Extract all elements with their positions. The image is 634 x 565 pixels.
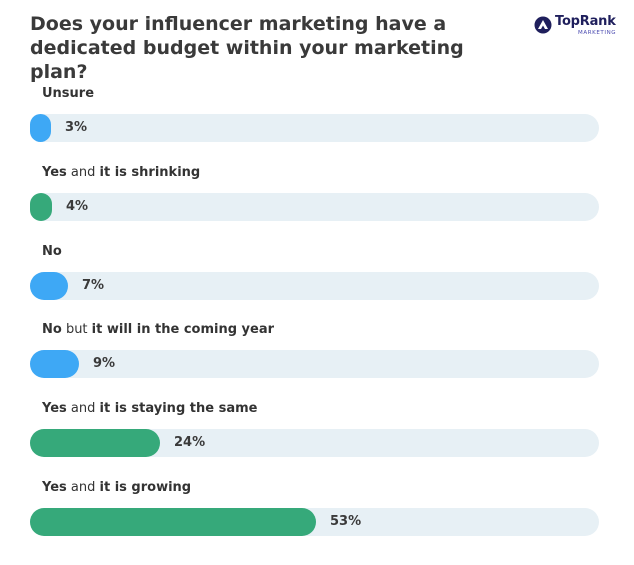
logo-name: TopRank	[555, 14, 616, 29]
data-label: 4%	[66, 199, 89, 214]
category-label-part: and	[66, 165, 100, 180]
category-label-part: and	[66, 401, 100, 416]
chart-title: Does your influencer marketing have a de…	[30, 13, 464, 83]
toprank-logo: TopRank MARKETING	[534, 14, 624, 38]
bar	[30, 350, 79, 378]
bar	[30, 272, 68, 300]
category-label: Yes and it is shrinking	[42, 165, 200, 181]
data-label: 3%	[65, 120, 88, 135]
data-label: 24%	[174, 435, 206, 450]
bar	[30, 508, 316, 536]
category-label-part: it is staying the same	[99, 401, 258, 416]
data-label: 9%	[93, 356, 116, 371]
bar	[30, 193, 52, 221]
category-label-part: Yes	[42, 401, 67, 416]
category-label-part: it is shrinking	[99, 165, 201, 180]
category-label-part: Unsure	[42, 86, 95, 101]
category-label-part: Yes	[42, 165, 67, 180]
bar-track: 4%	[30, 193, 599, 221]
category-label-part: No	[42, 322, 62, 337]
category-label-part: and	[66, 480, 100, 495]
bar	[30, 114, 51, 142]
category-label-part: but	[61, 322, 92, 337]
bar	[30, 429, 160, 457]
bar-track: 9%	[30, 350, 599, 378]
category-label-part: Yes	[42, 480, 67, 495]
category-label-part: it will in the coming year	[91, 322, 275, 337]
data-label: 53%	[330, 514, 362, 529]
logo-subtitle: MARKETING	[578, 30, 617, 36]
data-label: 7%	[82, 278, 105, 293]
bar-track: 7%	[30, 272, 599, 300]
category-label: No but it will in the coming year	[42, 322, 274, 338]
bar-track: 53%	[30, 508, 599, 536]
category-label-part: No	[42, 244, 62, 259]
category-label: Yes and it is growing	[42, 480, 191, 496]
category-label: No	[42, 244, 62, 260]
toprank-logo-icon	[534, 16, 552, 34]
category-label-part: it is growing	[99, 480, 192, 495]
category-label: Unsure	[42, 86, 94, 102]
category-label: Yes and it is staying the same	[42, 401, 257, 417]
bar-track: 24%	[30, 429, 599, 457]
bar-track: 3%	[30, 114, 599, 142]
